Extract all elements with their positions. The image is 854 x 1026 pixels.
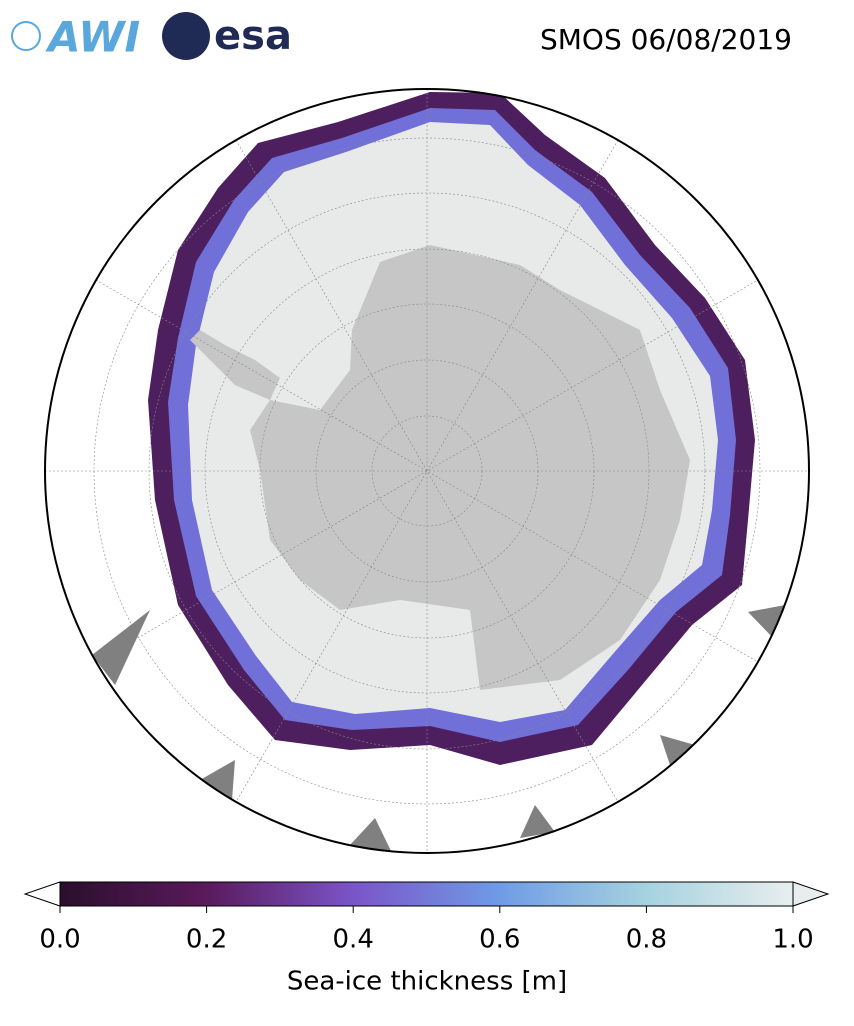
esa-logo: esa: [214, 13, 292, 59]
title: SMOS 06/08/2019: [540, 23, 792, 56]
colorbar-tick-label: 0.2: [186, 925, 227, 955]
logos: AWI esa: [11, 12, 292, 62]
map-frame: [44, 88, 810, 854]
continent: [250, 245, 690, 690]
colorbar-tick-label: 0.6: [479, 925, 520, 955]
awi-logo: AWI: [45, 13, 140, 62]
graticule: [45, 89, 809, 853]
colorbar-tick-label: 1.0: [772, 925, 813, 955]
awi-globe: [11, 21, 41, 51]
map: [45, 89, 809, 853]
land-fragments: [92, 605, 785, 853]
colorbar-tick-label: 0.0: [39, 925, 80, 955]
colorbar-ramp: [59, 881, 794, 907]
colorbar: 0.0 0.2 0.4 0.6 0.8 1.0: [23, 881, 830, 955]
colorbar-tick-label: 0.8: [626, 925, 667, 955]
colorbar-extend-high: [792, 881, 830, 907]
colorbar-tick-label: 0.4: [333, 925, 374, 955]
colorbar-extend-low: [23, 881, 61, 907]
colorbar-label: Sea-ice thickness [m]: [287, 967, 567, 997]
esa-globe: [162, 12, 210, 60]
peninsula: [190, 330, 280, 400]
